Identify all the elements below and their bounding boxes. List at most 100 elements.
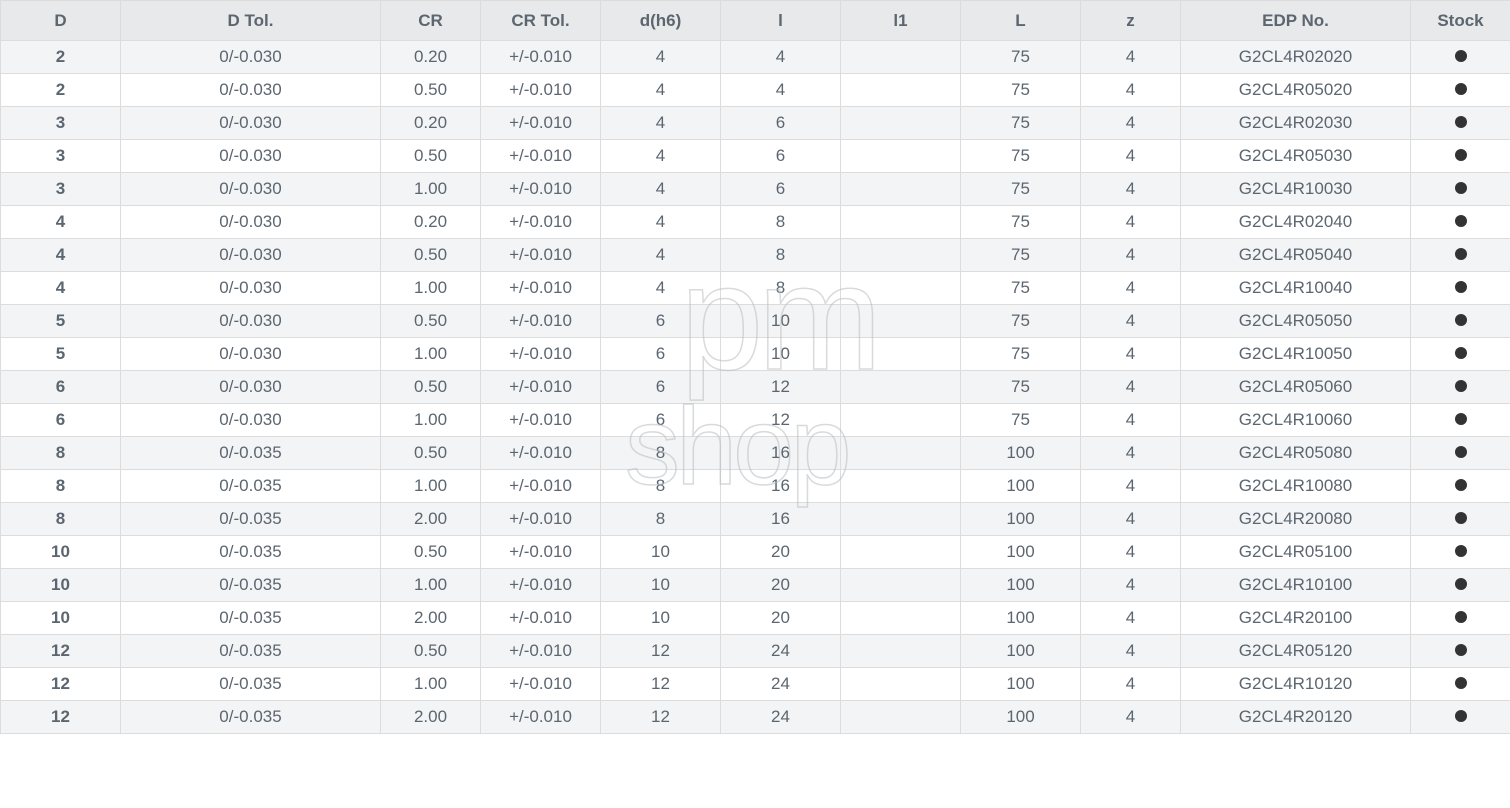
cell-edp: G2CL4R10120 xyxy=(1181,668,1411,701)
cell-dh6: 6 xyxy=(601,338,721,371)
cell-l1 xyxy=(841,536,961,569)
cell-d: 2 xyxy=(1,41,121,74)
stock-dot-icon xyxy=(1455,83,1467,95)
cell-dh6: 4 xyxy=(601,107,721,140)
cell-l: 100 xyxy=(961,470,1081,503)
cell-l: 100 xyxy=(961,635,1081,668)
cell-l: 75 xyxy=(961,239,1081,272)
cell-cr: 0.20 xyxy=(381,41,481,74)
cell-stock xyxy=(1411,272,1510,305)
cell-l1 xyxy=(841,602,961,635)
cell-z: 4 xyxy=(1081,635,1181,668)
cell-stock xyxy=(1411,437,1510,470)
cell-dtol: 0/-0.030 xyxy=(121,272,381,305)
cell-l: 4 xyxy=(721,41,841,74)
cell-crtol: +/-0.010 xyxy=(481,206,601,239)
table-row: 100/-0.0350.50+/-0.01010201004G2CL4R0510… xyxy=(1,536,1510,569)
cell-cr: 0.50 xyxy=(381,536,481,569)
cell-z: 4 xyxy=(1081,668,1181,701)
cell-l1 xyxy=(841,305,961,338)
stock-dot-icon xyxy=(1455,479,1467,491)
cell-dtol: 0/-0.035 xyxy=(121,668,381,701)
cell-cr: 2.00 xyxy=(381,701,481,734)
cell-edp: G2CL4R02030 xyxy=(1181,107,1411,140)
cell-l: 24 xyxy=(721,635,841,668)
cell-stock xyxy=(1411,140,1510,173)
cell-d: 4 xyxy=(1,272,121,305)
cell-z: 4 xyxy=(1081,701,1181,734)
cell-l: 4 xyxy=(721,74,841,107)
cell-z: 4 xyxy=(1081,338,1181,371)
table-row: 40/-0.0300.20+/-0.01048754G2CL4R02040 xyxy=(1,206,1510,239)
stock-dot-icon xyxy=(1455,281,1467,293)
cell-d: 4 xyxy=(1,206,121,239)
cell-dh6: 6 xyxy=(601,404,721,437)
cell-dh6: 4 xyxy=(601,206,721,239)
table-body: 20/-0.0300.20+/-0.01044754G2CL4R0202020/… xyxy=(1,41,1510,734)
cell-edp: G2CL4R10080 xyxy=(1181,470,1411,503)
table-row: 50/-0.0301.00+/-0.010610754G2CL4R10050 xyxy=(1,338,1510,371)
cell-cr: 0.20 xyxy=(381,107,481,140)
cell-dtol: 0/-0.030 xyxy=(121,338,381,371)
col-header-crtol: CR Tol. xyxy=(481,1,601,41)
cell-l: 6 xyxy=(721,173,841,206)
cell-z: 4 xyxy=(1081,173,1181,206)
col-header-edp: EDP No. xyxy=(1181,1,1411,41)
cell-edp: G2CL4R05030 xyxy=(1181,140,1411,173)
cell-dtol: 0/-0.035 xyxy=(121,569,381,602)
cell-cr: 1.00 xyxy=(381,338,481,371)
table-row: 60/-0.0301.00+/-0.010612754G2CL4R10060 xyxy=(1,404,1510,437)
stock-dot-icon xyxy=(1455,644,1467,656)
stock-dot-icon xyxy=(1455,545,1467,557)
cell-l: 16 xyxy=(721,470,841,503)
table-row: 20/-0.0300.20+/-0.01044754G2CL4R02020 xyxy=(1,41,1510,74)
cell-z: 4 xyxy=(1081,371,1181,404)
cell-l1 xyxy=(841,140,961,173)
cell-l1 xyxy=(841,371,961,404)
cell-z: 4 xyxy=(1081,602,1181,635)
cell-l: 75 xyxy=(961,140,1081,173)
cell-crtol: +/-0.010 xyxy=(481,602,601,635)
cell-l: 75 xyxy=(961,338,1081,371)
cell-edp: G2CL4R20120 xyxy=(1181,701,1411,734)
cell-l1 xyxy=(841,569,961,602)
cell-dtol: 0/-0.030 xyxy=(121,140,381,173)
cell-stock xyxy=(1411,338,1510,371)
stock-dot-icon xyxy=(1455,182,1467,194)
cell-d: 12 xyxy=(1,668,121,701)
table-row: 120/-0.0352.00+/-0.01012241004G2CL4R2012… xyxy=(1,701,1510,734)
col-header-l: L xyxy=(961,1,1081,41)
cell-d: 3 xyxy=(1,107,121,140)
cell-crtol: +/-0.010 xyxy=(481,371,601,404)
table-row: 80/-0.0351.00+/-0.0108161004G2CL4R10080 xyxy=(1,470,1510,503)
spec-table: DD Tol.CRCR Tol.d(h6)ll1LzEDP No.Stock 2… xyxy=(0,0,1510,734)
cell-dh6: 8 xyxy=(601,437,721,470)
table-row: 20/-0.0300.50+/-0.01044754G2CL4R05020 xyxy=(1,74,1510,107)
cell-l: 75 xyxy=(961,206,1081,239)
cell-stock xyxy=(1411,305,1510,338)
cell-l: 75 xyxy=(961,305,1081,338)
cell-edp: G2CL4R20080 xyxy=(1181,503,1411,536)
cell-dh6: 12 xyxy=(601,701,721,734)
table-row: 120/-0.0351.00+/-0.01012241004G2CL4R1012… xyxy=(1,668,1510,701)
cell-d: 8 xyxy=(1,437,121,470)
table-row: 40/-0.0301.00+/-0.01048754G2CL4R10040 xyxy=(1,272,1510,305)
cell-dtol: 0/-0.035 xyxy=(121,503,381,536)
cell-z: 4 xyxy=(1081,536,1181,569)
cell-l: 75 xyxy=(961,74,1081,107)
cell-cr: 1.00 xyxy=(381,569,481,602)
cell-edp: G2CL4R10060 xyxy=(1181,404,1411,437)
cell-dtol: 0/-0.030 xyxy=(121,41,381,74)
cell-d: 5 xyxy=(1,305,121,338)
cell-d: 3 xyxy=(1,140,121,173)
cell-l1 xyxy=(841,701,961,734)
cell-dh6: 10 xyxy=(601,602,721,635)
cell-cr: 1.00 xyxy=(381,470,481,503)
cell-dtol: 0/-0.030 xyxy=(121,239,381,272)
cell-l: 10 xyxy=(721,338,841,371)
cell-l: 8 xyxy=(721,239,841,272)
cell-l: 100 xyxy=(961,437,1081,470)
cell-stock xyxy=(1411,239,1510,272)
cell-z: 4 xyxy=(1081,239,1181,272)
cell-dtol: 0/-0.035 xyxy=(121,701,381,734)
